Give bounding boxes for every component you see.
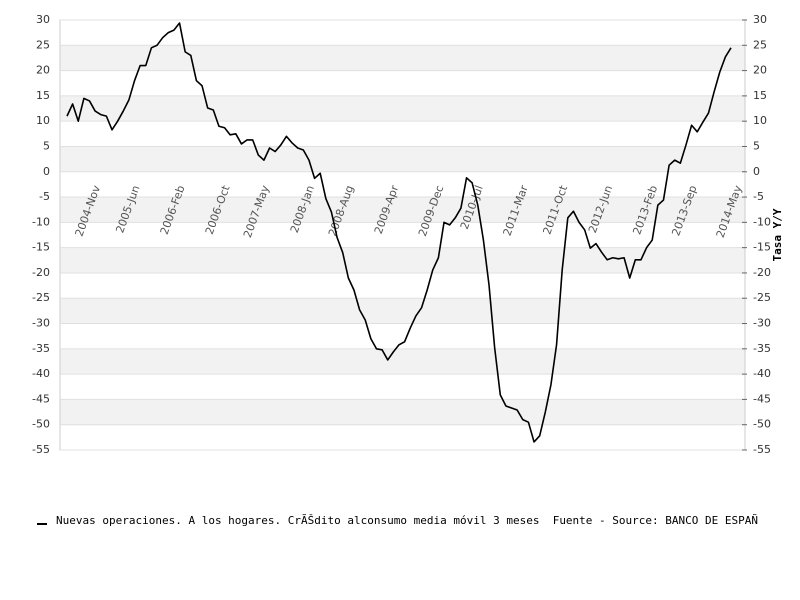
y2-tick-label: 0 xyxy=(753,165,760,178)
y2-tick-label: -20 xyxy=(753,266,771,279)
y-tick-label: -10 xyxy=(32,215,50,228)
y2-tick-label: 20 xyxy=(753,64,767,77)
y2-axis-label: Tasa Y/Y xyxy=(771,208,784,261)
y2-tick-label: 30 xyxy=(753,13,767,26)
y-tick-label: 0 xyxy=(43,165,50,178)
series-line xyxy=(66,22,732,443)
grid-band xyxy=(60,298,745,324)
grid-band xyxy=(60,95,745,122)
y-tick-label: -15 xyxy=(32,241,50,254)
y-tick-label: -5 xyxy=(39,190,50,203)
grid-band xyxy=(60,247,745,273)
y-tick-label: -50 xyxy=(32,418,50,431)
y-tick-label: -30 xyxy=(32,317,50,330)
y-tick-label: 20 xyxy=(36,64,50,77)
y-tick-label: 15 xyxy=(36,89,50,102)
y-tick-label: -35 xyxy=(32,342,50,355)
y2-tick-label: -55 xyxy=(753,443,771,456)
y2-tick-label: -15 xyxy=(753,241,771,254)
y-tick-label: -55 xyxy=(32,443,50,456)
y-tick-label: -40 xyxy=(32,367,50,380)
y-tick-label: -25 xyxy=(32,291,50,304)
y2-tick-label: -45 xyxy=(753,392,771,405)
grid-band xyxy=(60,399,745,425)
y2-tick-label: -5 xyxy=(753,190,764,203)
y-tick-label: 10 xyxy=(36,114,50,127)
grid-band xyxy=(60,197,745,223)
y-tick-label: 30 xyxy=(36,13,50,26)
legend-label: Nuevas operaciones. A los hogares. CrÃŠd… xyxy=(56,514,758,527)
y2-tick-label: -40 xyxy=(753,367,771,380)
y2-tick-label: -50 xyxy=(753,418,771,431)
y-tick-label: -20 xyxy=(32,266,50,279)
grid-band xyxy=(60,45,745,71)
grid-band xyxy=(60,146,745,172)
y-tick-label: 5 xyxy=(43,139,50,152)
y-tick-label: 25 xyxy=(36,38,50,51)
y2-tick-label: 5 xyxy=(753,139,760,152)
y2-tick-label: -10 xyxy=(753,215,771,228)
y2-tick-label: 10 xyxy=(753,114,767,127)
grid-band xyxy=(60,348,745,375)
y2-tick-label: 15 xyxy=(753,89,767,102)
y2-tick-label: -35 xyxy=(753,342,771,355)
y2-tick-label: 25 xyxy=(753,38,767,51)
y2-tick-label: -30 xyxy=(753,317,771,330)
y2-tick-label: -25 xyxy=(753,291,771,304)
y-tick-label: -45 xyxy=(32,392,50,405)
